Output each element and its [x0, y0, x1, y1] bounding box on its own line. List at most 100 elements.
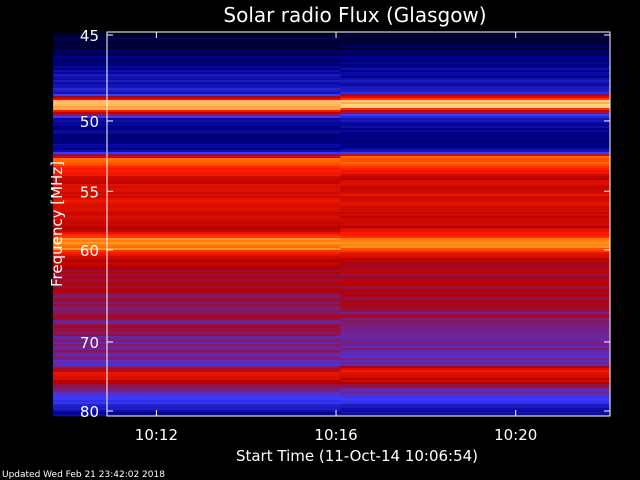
x-tick-label: 10:12: [135, 426, 178, 444]
spectrogram-row: [53, 174, 341, 177]
spectrogram-row: [53, 132, 341, 135]
spectrogram-row: [340, 104, 611, 107]
spectrogram-row: [340, 210, 611, 213]
spectrogram-row: [53, 120, 341, 123]
spectrogram-row: [53, 378, 341, 381]
spectrogram-row: [53, 238, 341, 241]
spectrogram-row: [340, 396, 611, 399]
spectrogram-row: [53, 110, 341, 113]
spectrogram-row: [340, 142, 611, 145]
spectrogram-row: [53, 82, 341, 85]
spectrogram-row: [340, 302, 611, 305]
spectrogram-row: [340, 316, 611, 319]
spectrogram-row: [340, 60, 611, 63]
spectrogram-row: [340, 160, 611, 163]
spectrogram-row: [340, 80, 611, 83]
spectrogram-row: [340, 120, 611, 123]
y-tick-label: 80: [80, 403, 99, 421]
spectrogram-row: [340, 68, 611, 71]
spectrogram-row: [53, 84, 341, 87]
spectrogram-row: [53, 142, 341, 145]
spectrogram-row: [340, 280, 611, 283]
spectrogram-row: [340, 54, 611, 57]
spectrogram-row: [340, 118, 611, 121]
spectrogram-row: [340, 182, 611, 185]
spectrogram-row: [53, 68, 341, 71]
spectrogram-row: [53, 212, 341, 215]
spectrogram-row: [340, 314, 611, 317]
spectrogram-row: [53, 382, 341, 385]
spectrogram-row: [340, 410, 611, 413]
spectrogram-row: [53, 370, 341, 373]
y-axis-label: Frequency [MHz]: [48, 161, 66, 287]
spectrogram-row: [53, 290, 341, 293]
spectrogram-row: [340, 174, 611, 177]
spectrogram-row: [53, 176, 341, 179]
spectrogram-row: [340, 146, 611, 149]
spectrogram-row: [340, 58, 611, 61]
spectrogram-row: [53, 104, 341, 107]
spectrogram-row: [340, 152, 611, 155]
spectrogram-row: [340, 88, 611, 91]
spectrogram-row: [340, 212, 611, 215]
spectrogram-row: [340, 332, 611, 335]
spectrogram-row: [340, 122, 611, 125]
spectrogram-row: [340, 414, 611, 417]
spectrogram-row: [53, 202, 341, 205]
spectrogram-row: [53, 180, 341, 183]
spectrogram-row: [53, 34, 341, 37]
spectrogram-row: [340, 42, 611, 45]
spectrogram-row: [53, 276, 341, 279]
spectrogram-row: [53, 380, 341, 383]
spectrogram-row: [340, 46, 611, 49]
spectrogram-row: [53, 338, 341, 341]
spectrogram-row: [53, 302, 341, 305]
spectrogram-row: [53, 32, 341, 35]
spectrogram-row: [53, 210, 341, 213]
spectrogram-row: [53, 244, 341, 247]
spectrogram-row: [340, 292, 611, 295]
spectrogram-row: [53, 90, 341, 93]
spectrogram-row: [53, 390, 341, 393]
spectrogram-row: [340, 328, 611, 331]
spectrogram-row: [53, 138, 341, 141]
spectrogram-row: [340, 312, 611, 315]
spectrogram-row: [340, 258, 611, 261]
spectrogram-row: [53, 192, 341, 195]
spectrogram-row: [53, 260, 341, 263]
spectrogram-row: [53, 386, 341, 389]
spectrogram-row: [340, 394, 611, 397]
spectrogram-row: [53, 392, 341, 395]
spectrogram-row: [340, 254, 611, 257]
spectrogram-row: [340, 240, 611, 243]
spectrogram-row: [53, 140, 341, 143]
spectrogram-row: [53, 218, 341, 221]
spectrogram-row: [53, 246, 341, 249]
spectrogram-row: [340, 224, 611, 227]
spectrogram-row: [340, 392, 611, 395]
spectrogram-row: [340, 342, 611, 345]
spectrogram-row: [340, 264, 611, 267]
spectrogram-row: [53, 350, 341, 353]
spectrogram-row: [340, 180, 611, 183]
spectrogram-row: [53, 222, 341, 225]
spectrogram-row: [340, 346, 611, 349]
spectrogram-row: [53, 280, 341, 283]
spectrogram-row: [340, 344, 611, 347]
spectrogram-row: [53, 400, 341, 403]
spectrogram-row: [53, 196, 341, 199]
spectrogram-row: [340, 260, 611, 263]
spectrogram-row: [53, 66, 341, 69]
spectrogram-row: [53, 340, 341, 343]
spectrogram-row: [340, 360, 611, 363]
spectrogram-row: [53, 38, 341, 41]
spectrogram-row: [53, 348, 341, 351]
spectrogram-row: [53, 60, 341, 63]
chart-title: Solar radio Flux (Glasgow): [223, 3, 486, 27]
spectrogram-row: [53, 230, 341, 233]
spectrogram-row: [53, 336, 341, 339]
spectrogram-row: [53, 368, 341, 371]
spectrogram-row: [53, 170, 341, 173]
